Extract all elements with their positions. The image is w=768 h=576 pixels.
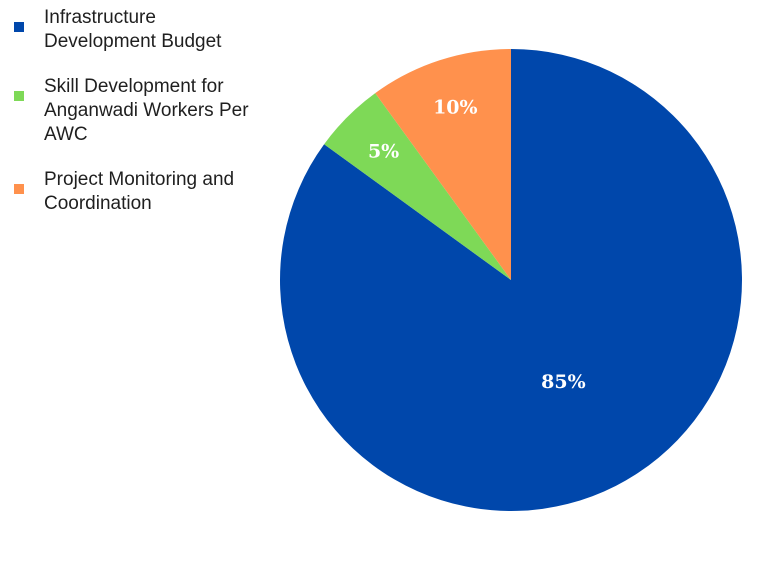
data-label-skill-development: 5% xyxy=(368,141,399,163)
legend-item-skill-development: Skill Development for Anganwadi Workers … xyxy=(14,75,276,147)
legend-item-infrastructure: Infrastructure Development Budget xyxy=(14,6,276,54)
legend-swatch-infrastructure xyxy=(14,22,24,32)
data-label-project-monitoring: 10% xyxy=(433,97,478,119)
legend-label-infrastructure-line-2: Development Budget xyxy=(44,31,222,52)
legend-label-infrastructure-line-1: Infrastructure xyxy=(44,7,156,28)
pie-slice-infrastructure xyxy=(279,49,742,512)
legend-label-skill-development-line-3: AWC xyxy=(44,124,88,145)
data-label-infrastructure: 85% xyxy=(541,371,586,393)
legend-item-project-monitoring: Project Monitoring and Coordination xyxy=(14,168,276,216)
pie-slice-skill-development xyxy=(324,93,511,281)
legend-label-project-monitoring-line-1: Project Monitoring and xyxy=(44,169,235,190)
legend-label-skill-development-line-2: Anganwadi Workers Per xyxy=(44,100,249,121)
legend-swatch-project-monitoring xyxy=(14,184,24,194)
legend-label-project-monitoring-line-2: Coordination xyxy=(44,193,152,214)
legend-swatch-skill-development xyxy=(14,91,24,101)
legend: Infrastructure Development Budget Skill … xyxy=(14,6,276,237)
legend-label-skill-development-line-1: Skill Development for xyxy=(44,76,224,97)
pie-slices xyxy=(279,49,742,512)
pie-data-labels: 85% 5% 10% xyxy=(368,97,586,393)
pie-slice-project-monitoring xyxy=(375,49,511,280)
